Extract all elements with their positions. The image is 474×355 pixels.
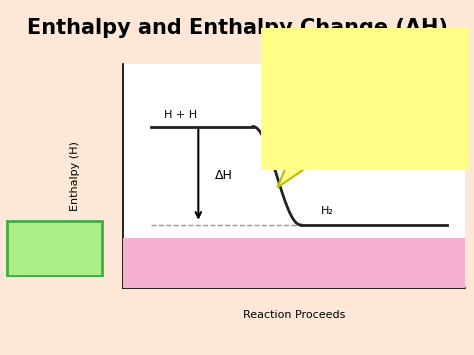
Text: Surroundings get: Surroundings get xyxy=(144,256,267,270)
Text: Enthalpy is converted: Enthalpy is converted xyxy=(271,121,385,131)
Text: Reaction Proceeds: Reaction Proceeds xyxy=(243,310,345,320)
FancyBboxPatch shape xyxy=(256,26,474,173)
Text: exothermic: exothermic xyxy=(32,233,98,243)
Text: An: An xyxy=(17,233,34,243)
Text: Enthalpy (H): Enthalpy (H) xyxy=(71,141,81,211)
Text: H₂: H₂ xyxy=(321,206,334,216)
Text: reaction: reaction xyxy=(33,255,76,265)
Text: negative.: negative. xyxy=(317,47,372,57)
Text: and released.: and released. xyxy=(359,146,430,156)
Text: _____: _____ xyxy=(318,256,353,270)
Text: into: into xyxy=(271,146,294,156)
Text: ΔH is: ΔH is xyxy=(271,47,301,57)
FancyBboxPatch shape xyxy=(7,221,102,276)
Text: As the: As the xyxy=(401,47,433,57)
Text: ER.: ER. xyxy=(376,256,401,270)
Text: Enthalpy and Enthalpy Change (ΔH): Enthalpy and Enthalpy Change (ΔH) xyxy=(27,18,447,38)
Polygon shape xyxy=(277,168,307,187)
Text: Reaction Proceeds, the: Reaction Proceeds, the xyxy=(271,72,391,82)
Text: HEAT: HEAT xyxy=(311,146,341,156)
Text: is going down.: is going down. xyxy=(346,97,422,106)
Text: ΔH: ΔH xyxy=(215,169,233,182)
FancyBboxPatch shape xyxy=(123,238,465,288)
Text: H + H: H + H xyxy=(164,110,197,120)
Text: Enthalpy: Enthalpy xyxy=(271,97,323,106)
